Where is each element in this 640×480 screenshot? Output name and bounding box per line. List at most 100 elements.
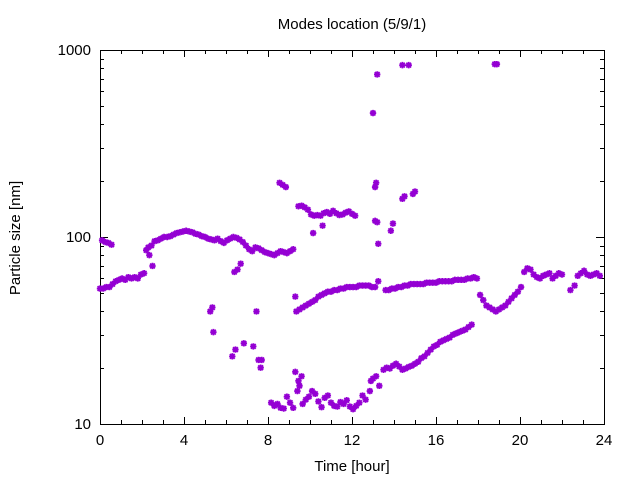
data-point (286, 399, 294, 406)
data-point (440, 337, 447, 344)
data-point (282, 183, 290, 191)
data-point (292, 293, 299, 300)
data-point (353, 283, 360, 291)
data-point (329, 207, 337, 215)
data-point (414, 358, 422, 366)
data-point (252, 244, 259, 251)
plot-frame (100, 50, 605, 425)
data-point (143, 246, 150, 254)
data-point (468, 321, 475, 328)
data-point (505, 298, 512, 306)
data-point (146, 251, 153, 259)
data-point (470, 273, 477, 281)
data-point (167, 232, 174, 240)
data-point (420, 280, 427, 288)
data-point (498, 304, 506, 311)
data-point (539, 272, 547, 280)
data-point (508, 295, 515, 302)
data-point (258, 246, 265, 254)
data-point (315, 398, 322, 405)
data-point (157, 235, 165, 242)
data-point (337, 398, 344, 406)
x-tick-label: 12 (344, 432, 361, 449)
data-point (294, 387, 301, 395)
data-point (473, 275, 481, 282)
data-point (109, 280, 116, 288)
data-point (577, 270, 585, 277)
data-point (340, 400, 347, 408)
data-point (446, 334, 453, 341)
data-point (261, 248, 269, 256)
data-point (340, 285, 347, 292)
data-point (140, 270, 148, 277)
data-point (271, 251, 278, 259)
data-point (253, 308, 260, 315)
data-point (207, 308, 214, 315)
data-point (517, 283, 525, 291)
data-point (371, 183, 379, 191)
data-point (356, 399, 363, 406)
data-point (145, 244, 152, 251)
data-point (375, 278, 382, 285)
data-point (115, 276, 123, 284)
data-point (396, 363, 403, 370)
data-point (304, 206, 312, 213)
data-point (339, 211, 346, 218)
data-point (527, 266, 534, 273)
data-point (521, 268, 528, 276)
data-point (302, 302, 309, 309)
data-point (240, 340, 248, 347)
data-point (343, 397, 350, 404)
data-point (402, 365, 409, 372)
data-point (480, 296, 487, 304)
data-point (154, 237, 161, 244)
data-point (587, 272, 594, 280)
data-point (375, 240, 382, 247)
data-point (245, 246, 253, 253)
data-point (543, 271, 550, 278)
data-point (255, 245, 262, 252)
data-point (552, 272, 559, 280)
data-point (327, 288, 335, 295)
data-point (296, 382, 303, 390)
data-point (398, 283, 405, 291)
data-point (327, 399, 335, 406)
data-point (137, 271, 145, 278)
data-point (376, 382, 383, 390)
data-point (323, 208, 330, 216)
data-point (533, 273, 540, 281)
data-point (346, 403, 354, 410)
data-point (345, 208, 353, 215)
data-point (271, 402, 278, 410)
data-point (349, 405, 357, 413)
data-point (128, 275, 135, 282)
data-point (334, 286, 341, 294)
data-point (321, 290, 328, 297)
data-point (320, 210, 327, 217)
data-point (430, 343, 438, 350)
data-point (106, 283, 113, 291)
data-point (462, 326, 469, 333)
data-point (324, 392, 332, 399)
data-point (231, 268, 238, 276)
data-point (233, 234, 240, 242)
data-point (476, 291, 484, 299)
data-point (211, 237, 218, 244)
data-point (411, 188, 419, 195)
data-point (580, 267, 588, 274)
data-point (574, 272, 581, 280)
data-point (257, 364, 264, 371)
data-point (220, 239, 228, 247)
data-point (486, 304, 493, 311)
data-point (449, 331, 456, 338)
data-point (495, 306, 503, 313)
data-point (593, 270, 600, 277)
data-point (334, 403, 341, 410)
data-point (307, 211, 315, 218)
data-point (249, 247, 256, 255)
data-point (290, 246, 297, 253)
data-point (293, 308, 300, 315)
data-point (392, 360, 400, 367)
data-point (399, 366, 406, 373)
data-point (242, 242, 250, 249)
